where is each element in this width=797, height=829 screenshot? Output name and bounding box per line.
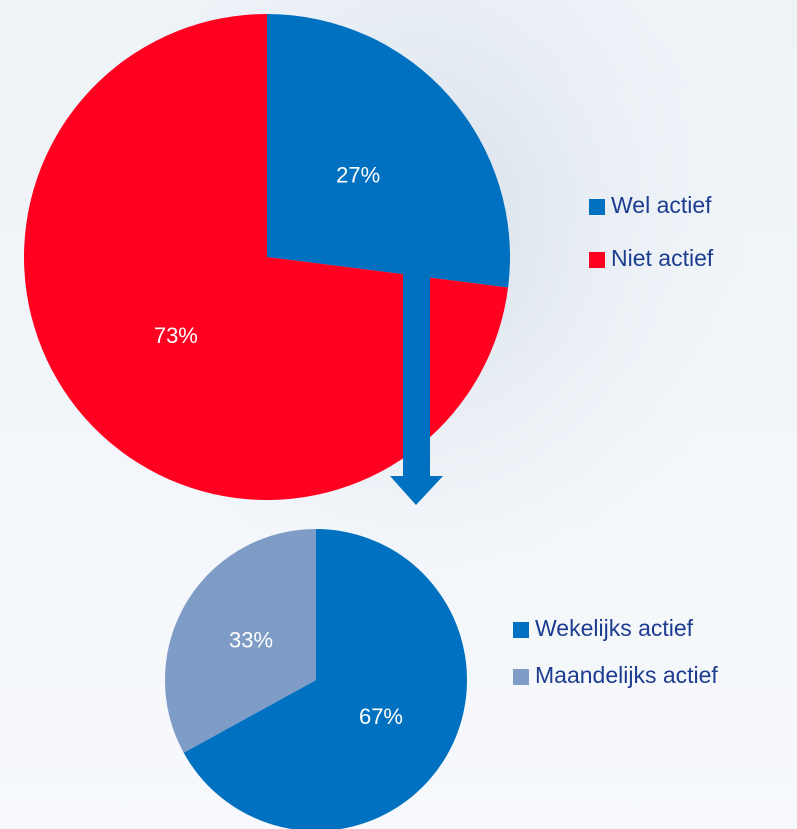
pie-slice xyxy=(164,529,316,753)
legend-swatch xyxy=(589,199,605,215)
pie-slice xyxy=(23,14,509,501)
legend-label: Maandelijks actief xyxy=(535,662,718,688)
legend-swatch xyxy=(513,669,529,685)
legend-label: Wel actief xyxy=(611,192,712,218)
legend-swatch xyxy=(513,622,529,638)
charts: 27% 73% Wel actief Niet actief 67% 33% Wekelij… xyxy=(23,14,718,829)
legend-label: Niet actief xyxy=(611,245,714,271)
pie-slice xyxy=(183,529,467,829)
data-label: 67% xyxy=(359,704,403,729)
arrow xyxy=(390,268,443,505)
legend-swatch xyxy=(589,252,605,268)
pie-slice xyxy=(267,14,510,288)
data-label: 33% xyxy=(229,627,273,652)
arrow-head xyxy=(390,476,443,505)
data-label: 27% xyxy=(336,162,380,187)
legend-label: Wekelijks actief xyxy=(535,615,694,641)
data-label: 73% xyxy=(154,323,198,348)
arrow-shaft xyxy=(403,268,430,476)
